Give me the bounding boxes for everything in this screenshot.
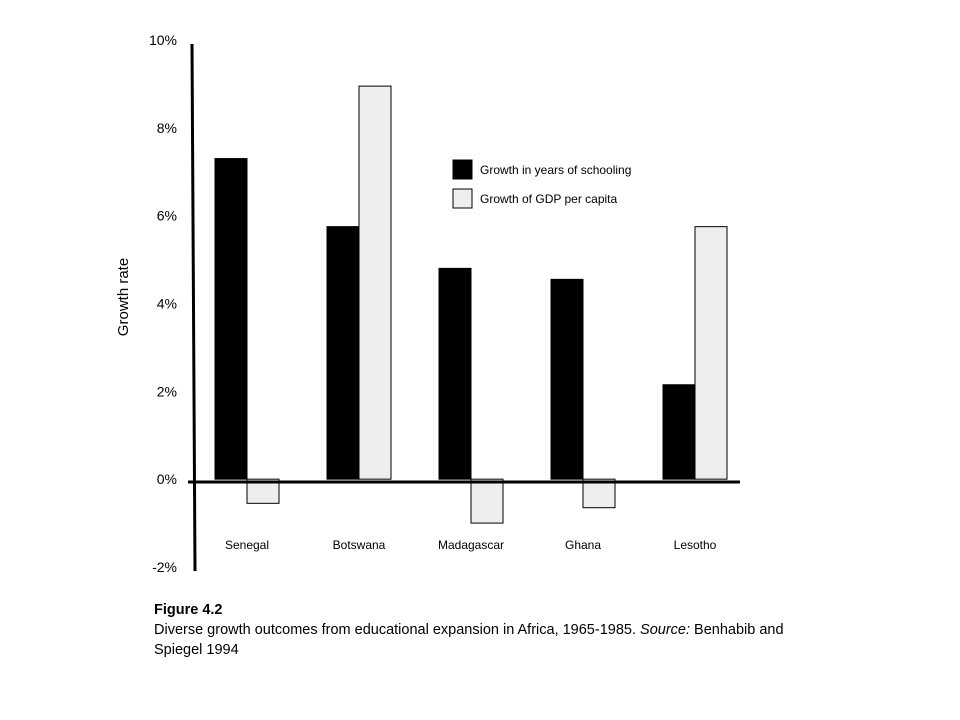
y-tick-labels: -2% 0% 2% 4% 6% 8% 10% (149, 32, 177, 575)
x-tick-labels: Senegal Botswana Madagascar Ghana Lesotho (225, 538, 717, 552)
y-tick-label: 6% (157, 208, 177, 224)
y-tick-label: 10% (149, 32, 177, 48)
bar-lesotho-series-1 (662, 384, 696, 480)
y-axis-line (190, 43, 197, 572)
x-tick-label-botswana: Botswana (333, 538, 386, 552)
legend: Growth in years of schooling Growth of GD… (452, 159, 631, 209)
bar-ghana-series-2 (582, 478, 616, 509)
y-tick-label: 4% (157, 296, 177, 312)
caption-source-label: Source: (640, 622, 691, 638)
y-tick-label: -2% (152, 559, 177, 575)
chart: -2% 0% 2% 4% 6% 8% 10% Senegal Botswana Madagasc… (115, 32, 740, 575)
legend-label-series-1: Growth in years of schooling (480, 163, 631, 177)
caption-source-text: Benhabib and Spiegel 1994 (154, 622, 784, 658)
bar-lesotho-series-2 (694, 226, 728, 480)
bar-madagascar-series-2 (470, 478, 504, 524)
legend-swatch-series-2 (452, 188, 473, 209)
caption-text: Diverse growth outcomes from educational… (154, 622, 641, 638)
y-tick-label: 8% (157, 120, 177, 136)
axes (188, 43, 740, 572)
x-tick-label-ghana: Ghana (565, 538, 601, 552)
legend-label-series-2: Growth of GDP per capita (480, 192, 618, 206)
bar-botswana-series-2 (358, 85, 392, 480)
x-tick-label-lesotho: Lesotho (674, 538, 717, 552)
figure-caption: Figure 4.2 Diverse growth outcomes from … (154, 600, 794, 660)
y-axis-label: Growth rate (115, 258, 132, 336)
bar-senegal-series-1 (214, 158, 248, 480)
y-tick-label: 2% (157, 383, 177, 399)
bar-ghana-series-1 (550, 278, 584, 480)
caption-title: Figure 4.2 (154, 602, 223, 618)
x-tick-label-senegal: Senegal (225, 538, 269, 552)
x-tick-label-madagascar: Madagascar (438, 538, 504, 552)
legend-swatch-series-1 (452, 159, 473, 180)
bar-madagascar-series-1 (438, 267, 472, 480)
y-tick-label: 0% (157, 471, 177, 487)
bar-botswana-series-1 (326, 226, 360, 480)
bars (214, 85, 728, 524)
